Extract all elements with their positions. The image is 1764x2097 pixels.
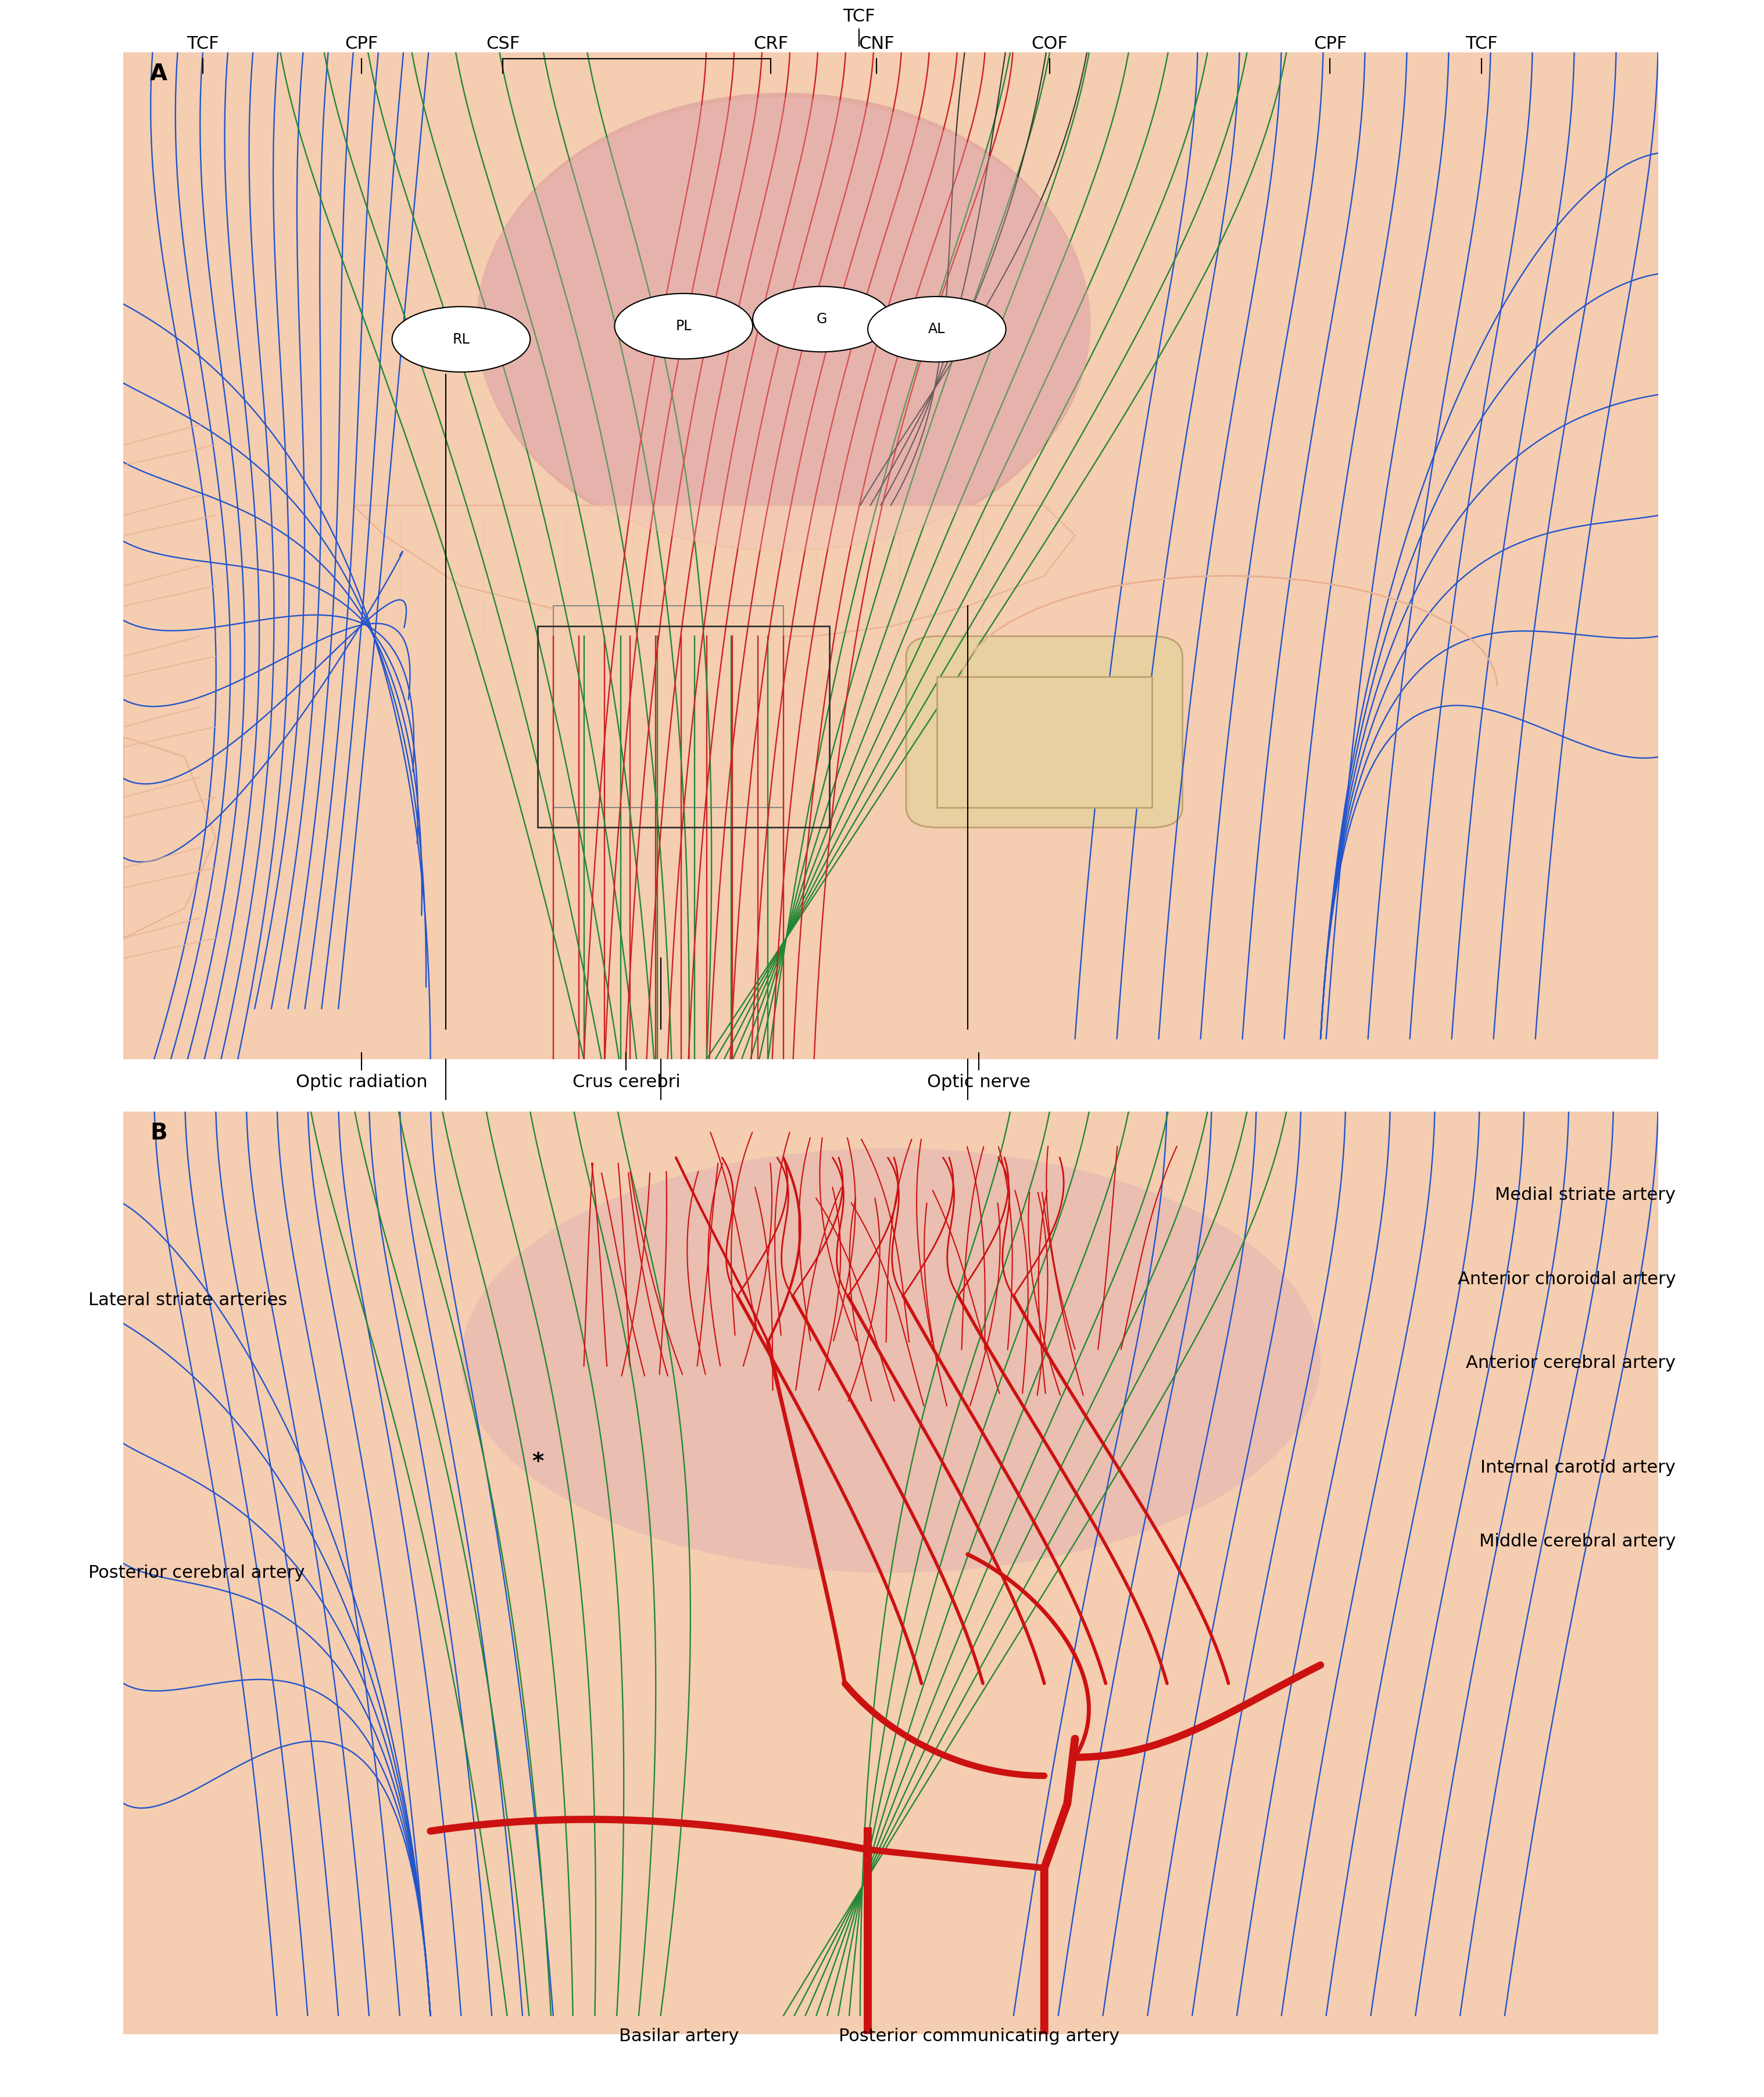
Text: Basilar artery: Basilar artery [619, 2028, 739, 2045]
Text: AL: AL [928, 323, 946, 336]
Ellipse shape [476, 92, 1090, 556]
Text: PL: PL [676, 319, 691, 333]
Polygon shape [123, 52, 1658, 1059]
Ellipse shape [476, 99, 1090, 552]
Text: TCF: TCF [187, 36, 219, 52]
Text: B: B [150, 1122, 168, 1145]
Polygon shape [123, 52, 1658, 174]
Text: COF: COF [1032, 36, 1067, 52]
Text: Medial striate artery: Medial striate artery [1496, 1187, 1676, 1204]
Text: CRF: CRF [753, 36, 789, 52]
Text: Optic nerve: Optic nerve [928, 1074, 1030, 1090]
Ellipse shape [753, 287, 891, 352]
Polygon shape [937, 677, 1152, 807]
Text: TCF: TCF [843, 8, 875, 25]
Polygon shape [123, 736, 215, 937]
Text: Anterior cerebral artery: Anterior cerebral artery [1466, 1355, 1676, 1371]
Text: Optic radiation: Optic radiation [296, 1074, 427, 1090]
Text: CPF: CPF [346, 36, 377, 52]
Text: CPF: CPF [1314, 36, 1346, 52]
Text: Internal carotid artery: Internal carotid artery [1480, 1460, 1676, 1476]
FancyBboxPatch shape [907, 635, 1182, 828]
Text: CSF: CSF [485, 36, 520, 52]
Text: G: G [817, 312, 827, 327]
Ellipse shape [392, 306, 531, 371]
Text: *: * [533, 1451, 543, 1472]
Text: Lateral striate arteries: Lateral striate arteries [88, 1292, 288, 1309]
Text: Posterior cerebral artery: Posterior cerebral artery [88, 1564, 305, 1581]
Ellipse shape [868, 296, 1005, 363]
Text: Posterior communicating artery: Posterior communicating artery [838, 2028, 1120, 2045]
Text: Middle cerebral artery: Middle cerebral artery [1480, 1533, 1676, 1550]
Text: TCF: TCF [1466, 36, 1498, 52]
Ellipse shape [460, 1149, 1321, 1573]
Text: Crus cerebri: Crus cerebri [572, 1074, 681, 1090]
Ellipse shape [614, 294, 753, 359]
Polygon shape [123, 1111, 1658, 2034]
Text: RL: RL [452, 331, 469, 346]
Text: CNF: CNF [859, 36, 894, 52]
Text: Anterior choroidal artery: Anterior choroidal artery [1457, 1271, 1676, 1288]
Polygon shape [353, 505, 1074, 635]
Text: A: A [150, 63, 168, 86]
Polygon shape [554, 606, 783, 807]
